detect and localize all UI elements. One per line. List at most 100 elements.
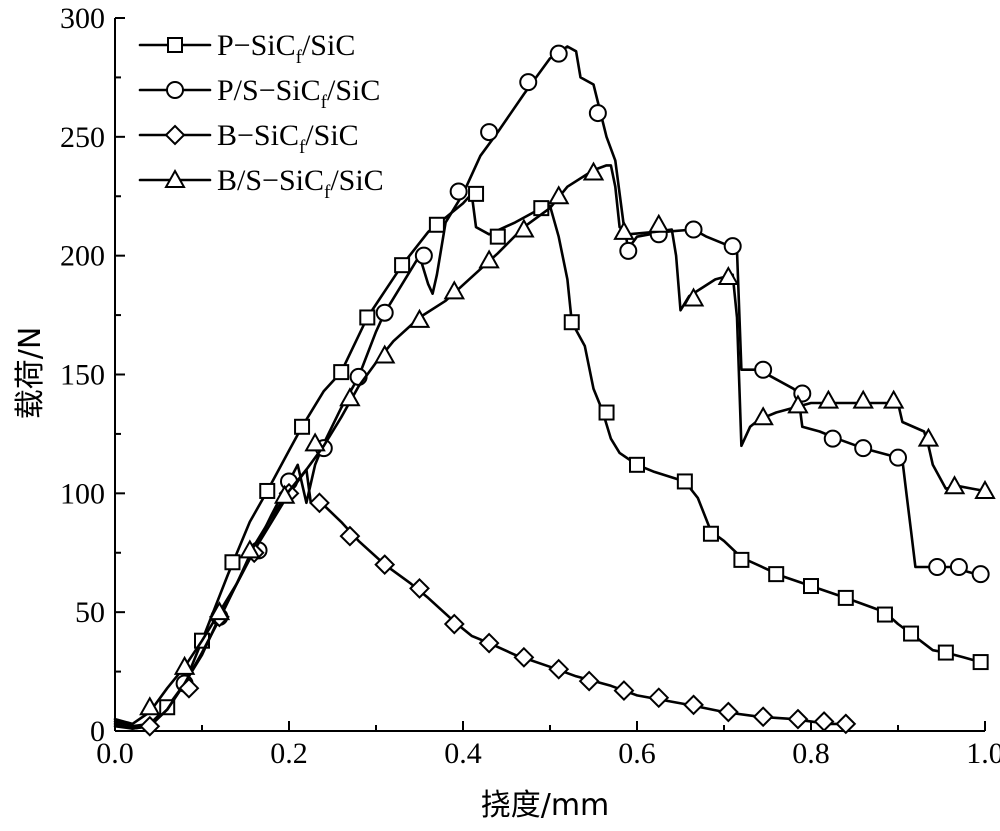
series-4-point <box>139 696 161 716</box>
y-tick-label: 50 <box>75 596 105 629</box>
series-layer <box>113 44 996 737</box>
y-tick-label: 250 <box>60 121 105 154</box>
legend-marker <box>167 37 183 53</box>
series-4-point <box>613 220 635 240</box>
series-4-point <box>513 218 535 238</box>
series-1-point <box>972 654 989 671</box>
series-2-point <box>971 565 990 584</box>
series-4-point <box>443 280 466 300</box>
series-3-point <box>648 687 670 709</box>
series-4-point <box>974 479 996 499</box>
y-tick-label: 300 <box>60 2 105 35</box>
legend: P−SiCf/SiC P/S−SiCf/SiC B−SiCf/SiC B/S−SiCf… <box>138 29 384 203</box>
x-tick-label: 0.0 <box>96 737 134 770</box>
series-3-point <box>339 525 361 547</box>
series-2-point <box>619 241 638 260</box>
x-tick-label: 0.6 <box>618 737 656 770</box>
y-tick-label: 200 <box>60 240 105 273</box>
series-3-point <box>787 708 809 730</box>
series-1-point <box>598 404 615 421</box>
series-2-point <box>414 246 433 265</box>
series-3-point <box>513 646 535 668</box>
series-4-point <box>787 394 809 414</box>
series-1-point <box>676 473 693 490</box>
x-tick-label: 1.0 <box>966 737 1000 770</box>
series-4-point <box>373 344 396 364</box>
series-4-point <box>478 249 500 269</box>
series-2-point <box>549 44 568 63</box>
series-4-point <box>173 655 196 675</box>
series-1-point <box>394 257 411 274</box>
series-3-point <box>478 632 500 654</box>
legend-marker <box>164 168 186 188</box>
series-3-point <box>374 554 396 576</box>
series-2-point <box>823 429 842 448</box>
series-4-point <box>547 185 570 205</box>
series-4-point <box>408 308 431 328</box>
series-3-point <box>443 613 465 635</box>
series-2-point <box>723 237 742 256</box>
legend-entry-4: B/S−SiCf/SiC <box>138 164 384 203</box>
x-tick-label: 0.2 <box>270 737 308 770</box>
x-tick-label: 0.4 <box>444 737 482 770</box>
x-tick-label: 0.8 <box>792 737 830 770</box>
series-1-point <box>359 309 376 326</box>
series-3-point <box>578 670 600 692</box>
legend-label: B−SiCf/SiC <box>217 119 359 158</box>
series-1-point <box>837 589 854 606</box>
series-3-point <box>139 715 161 737</box>
series-3-point <box>613 680 635 702</box>
legend-entry-2: P/S−SiCf/SiC <box>138 74 380 113</box>
series-2-point <box>375 303 394 322</box>
series-1-point <box>563 314 580 331</box>
x-axis-title: 挠度/mm <box>481 788 610 823</box>
y-tick-label: 100 <box>60 477 105 510</box>
series-4-point <box>582 161 605 181</box>
legend-entry-3: B−SiCf/SiC <box>138 119 359 158</box>
series-4-point <box>943 475 966 495</box>
series-2-point <box>449 182 468 201</box>
legend-entry-1: P−SiCf/SiC <box>138 29 355 68</box>
series-4-point <box>917 427 940 447</box>
series-1-point <box>937 644 954 661</box>
series-4-point <box>304 432 326 452</box>
series-4-point <box>208 601 231 621</box>
legend-marker <box>164 124 186 146</box>
series-3-point <box>813 711 835 732</box>
series-3-point <box>752 706 774 728</box>
series-3-point <box>683 694 704 716</box>
series-1-point <box>903 625 920 642</box>
series-2-point <box>684 220 703 239</box>
series-4-line <box>113 164 987 726</box>
series-2-point <box>519 73 538 92</box>
series-1-point <box>733 551 750 568</box>
series-3-line <box>113 468 848 730</box>
series-1-point <box>876 606 893 623</box>
series-4-point <box>852 389 874 409</box>
legend-label: P−SiCf/SiC <box>217 29 355 68</box>
series-4-point <box>339 387 361 407</box>
series-1-point <box>629 456 645 473</box>
series-4-point <box>273 484 296 504</box>
series-3-point <box>178 677 200 699</box>
series-1-point <box>768 566 785 583</box>
y-tick-label: 150 <box>60 359 105 392</box>
series-3-point <box>548 658 570 680</box>
series-2-point <box>928 558 947 577</box>
y-tick-label: 0 <box>90 715 105 748</box>
series-3-point <box>309 492 330 514</box>
series-2-point <box>949 558 968 577</box>
series-2-point <box>480 123 499 142</box>
series-4-point <box>682 287 705 307</box>
series-1-point <box>468 185 485 202</box>
series-4-point <box>717 266 740 286</box>
series-4-point <box>648 213 670 233</box>
series-3-point <box>835 713 857 735</box>
series-4-point <box>882 389 905 409</box>
series-4-point <box>752 406 774 426</box>
legend-label: B/S−SiCf/SiC <box>217 164 384 203</box>
series-1-point <box>489 228 506 245</box>
series-4-point <box>817 389 840 409</box>
series-4 <box>113 161 996 726</box>
